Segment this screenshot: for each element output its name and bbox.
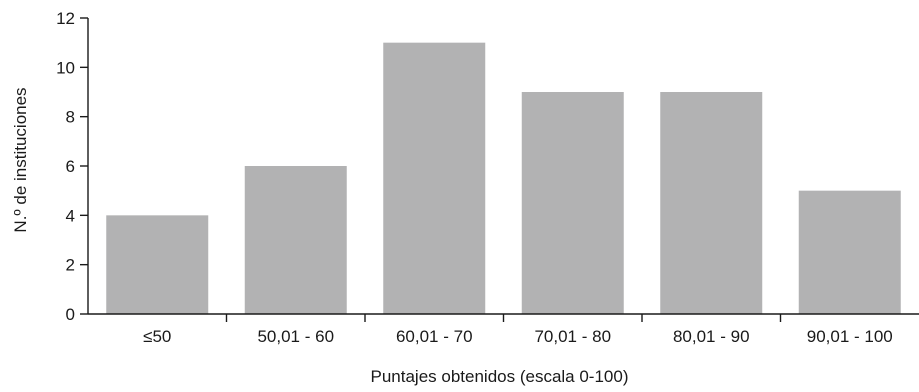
bar: [383, 42, 486, 315]
y-tick-label: 0: [66, 305, 75, 324]
x-tick-label: 50,01 - 60: [257, 327, 334, 346]
x-tick-label: 70,01 - 80: [534, 327, 611, 346]
y-tick-label: 6: [66, 157, 75, 176]
bar: [106, 215, 209, 314]
y-tick-label: 10: [56, 58, 75, 77]
y-tick-label: 4: [66, 206, 75, 225]
bar: [660, 92, 763, 314]
x-axis: ≤50 50,01 - 60 60,01 - 70 70,01 - 80 80,01 -…: [88, 313, 919, 346]
bar: [521, 92, 624, 314]
x-tick-label: 90,01 - 100: [807, 327, 893, 346]
bar: [798, 190, 901, 314]
bars-group: [106, 42, 901, 315]
x-tick-label: 80,01 - 90: [673, 327, 750, 346]
y-axis: 0 2 4 6 8 10 12: [56, 9, 89, 324]
x-ticks-group: ≤50 50,01 - 60 60,01 - 70 70,01 - 80 80,01 -…: [143, 314, 893, 346]
x-tick-label: 60,01 - 70: [396, 327, 473, 346]
y-ticks-group: 0 2 4 6 8 10 12: [56, 9, 88, 324]
y-tick-label: 2: [66, 256, 75, 275]
y-tick-label: 12: [56, 9, 75, 28]
y-axis-title: N.º de instituciones: [11, 87, 30, 232]
bar: [244, 166, 347, 314]
x-axis-title: Puntajes obtenidos (escala 0-100): [371, 367, 629, 386]
x-tick-label: ≤50: [143, 327, 171, 346]
y-tick-label: 8: [66, 108, 75, 127]
